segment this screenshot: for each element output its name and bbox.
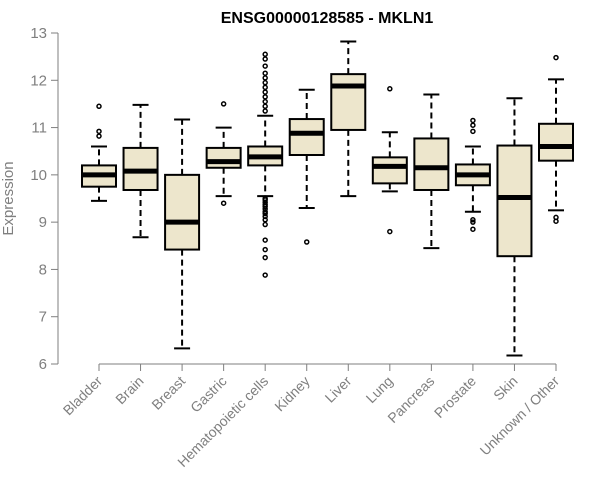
outlier-point [262,51,268,58]
outlier-point [262,89,268,95]
outlier-point [96,103,102,110]
outlier-point [262,79,268,86]
y-tick-label: 11 [31,120,47,137]
outlier-point [553,54,559,61]
outlier-point [262,94,268,100]
box-body [164,173,201,251]
outlier-point [220,200,227,206]
outlier-point [262,195,268,202]
outlier-point [470,217,476,223]
box-kidney [288,88,325,245]
box-body [288,118,325,156]
y-tick-label: 9 [39,214,47,231]
box-lung [371,86,408,235]
outlier-point [262,108,268,114]
outlier-point [470,122,476,128]
box-body [538,122,574,162]
outlier-point [96,128,102,135]
outlier-point [470,117,476,124]
box-gastric [205,101,242,206]
box-body [330,73,367,131]
outlier-point [96,133,102,139]
outlier-point [387,86,393,92]
outlier-point [262,246,268,253]
chart-title: ENSG00000128585 - MKLN1 [221,10,434,27]
outlier-point [262,103,268,110]
x-tick-label: Unknown / Other [477,373,563,459]
box-brain [122,103,159,239]
outlier-point [262,272,268,278]
x-tick-label: Liver [322,373,355,406]
x-tick-label: Breast [148,373,188,413]
box-unknown-other [538,54,574,224]
box-breast [164,118,201,350]
outlier-point [553,214,559,221]
axes: 6 7 8 9 10 11 12 13 [30,25,556,373]
outlier-point [262,254,268,261]
outlier-point [262,208,268,215]
x-tick-label: Prostate [431,373,479,421]
box-body [496,144,533,258]
outlier-point [220,101,227,107]
y-tick-label: 10 [30,167,47,184]
outlier-point [262,75,268,81]
outlier-point [262,98,268,105]
outlier-point [470,226,476,232]
outlier-point [262,84,268,91]
outlier-point [262,221,268,228]
box-liver [330,40,367,198]
box-skin [496,97,533,357]
box-bladder [81,103,117,202]
outlier-point [262,56,268,62]
outlier-point [262,70,268,76]
outlier-point [470,128,476,135]
outlier-point [303,239,310,245]
box-hematopoietic-cells [247,51,284,278]
outlier-point [387,228,393,235]
y-tick-label: 8 [39,261,47,278]
y-tick-label: 7 [39,309,47,326]
box-pancreas [413,93,450,250]
y-tick-label: 6 [39,356,47,373]
box-body [413,137,450,191]
box-body [205,146,242,169]
x-tick-label: Bladder [60,373,106,419]
box-body [371,156,408,185]
y-tick-label: 12 [30,72,47,89]
x-tick-label: Skin [490,373,521,404]
box-prostate [454,117,491,232]
outlier-point [262,237,268,243]
box-group [81,40,574,357]
x-tick-label: Brain [112,373,146,407]
outlier-point [470,219,476,225]
y-axis-label: Expression [0,161,17,235]
outlier-point [262,63,268,69]
x-tick-label: Kidney [271,373,313,415]
y-tick-label: 13 [30,25,47,42]
x-tick-label: Lung [363,373,396,406]
